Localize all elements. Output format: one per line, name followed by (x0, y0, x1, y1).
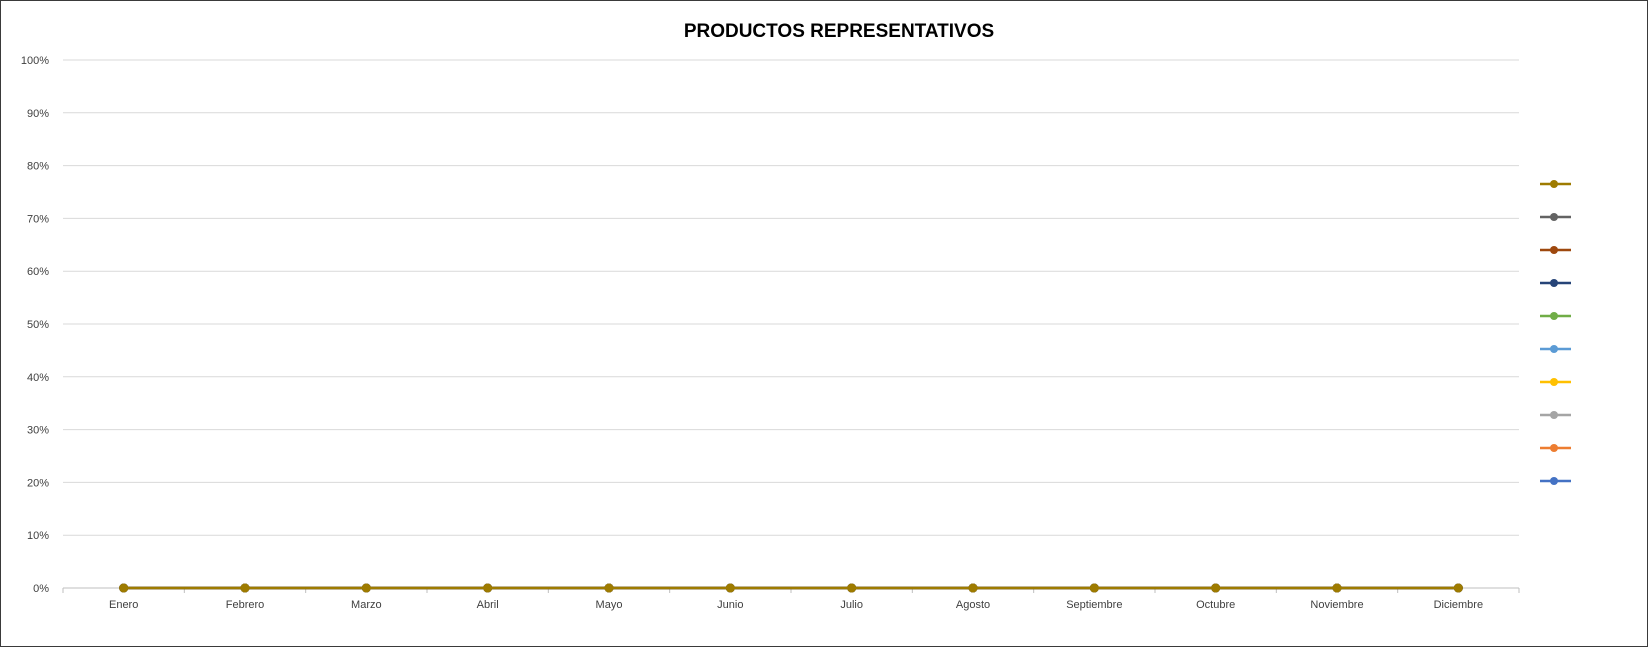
x-tick-label: Diciembre (1434, 599, 1484, 611)
chart-title: PRODUCTOS REPRESENTATIVOS (683, 21, 995, 42)
legend-entry (1540, 213, 1571, 221)
legend-marker (1550, 279, 1558, 287)
data-point (1211, 583, 1221, 593)
legend-marker (1550, 312, 1558, 320)
legend-entry (1540, 411, 1571, 419)
legend-marker (1550, 213, 1558, 221)
y-tick-label: 70% (27, 213, 49, 225)
x-tick-label: Noviembre (1310, 599, 1363, 611)
y-tick-label: 80% (27, 161, 49, 173)
data-point (968, 583, 978, 593)
x-tick-label: Abril (477, 599, 499, 611)
legend-marker (1550, 477, 1558, 485)
y-tick-label: 90% (27, 108, 49, 120)
series-layer (119, 583, 1463, 593)
legend-marker (1550, 444, 1558, 452)
legend-entry (1540, 444, 1571, 452)
data-point (604, 583, 614, 593)
y-axis-ticks: 0% 10% 20% 30% 40% 50% 60% 70% 80% 90% 100% (21, 55, 49, 595)
data-point (847, 583, 857, 593)
x-axis-ticks: Enero Febrero Marzo Abril Mayo Junio Julio Agos… (62, 588, 1520, 611)
data-point (1332, 583, 1342, 593)
y-tick-label: 40% (27, 372, 49, 384)
y-tick-label: 30% (27, 425, 49, 437)
y-tick-label: 0% (33, 583, 49, 595)
legend-marker (1550, 411, 1558, 419)
x-tick-label: Octubre (1196, 599, 1235, 611)
x-tick-label: Junio (717, 599, 743, 611)
y-tick-label: 100% (21, 55, 49, 67)
y-tick-label: 50% (27, 319, 49, 331)
legend-entry (1540, 477, 1571, 485)
legend-entry (1540, 345, 1571, 353)
legend-marker (1550, 180, 1558, 188)
x-tick-label: Enero (109, 599, 138, 611)
gridlines (63, 59, 1519, 589)
x-tick-label: Mayo (596, 599, 623, 611)
x-tick-label: Septiembre (1066, 599, 1122, 611)
x-tick-label: Febrero (226, 599, 265, 611)
y-tick-label: 20% (27, 477, 49, 489)
legend-marker (1550, 378, 1558, 386)
data-point (240, 583, 250, 593)
data-point (119, 583, 129, 593)
legend-entry (1540, 279, 1571, 287)
legend-marker (1550, 246, 1558, 254)
legend-entry (1540, 312, 1571, 320)
legend-entry (1540, 378, 1571, 386)
data-point (483, 583, 493, 593)
data-point (725, 583, 735, 593)
legend (1540, 180, 1571, 485)
data-point (1089, 583, 1099, 593)
legend-entry (1540, 180, 1571, 188)
y-tick-label: 60% (27, 266, 49, 278)
data-point (361, 583, 371, 593)
y-tick-label: 10% (27, 530, 49, 542)
data-point (1453, 583, 1463, 593)
x-tick-label: Julio (840, 599, 863, 611)
legend-entry (1540, 246, 1571, 254)
x-tick-label: Marzo (351, 599, 382, 611)
legend-marker (1550, 345, 1558, 353)
x-tick-label: Agosto (956, 599, 990, 611)
